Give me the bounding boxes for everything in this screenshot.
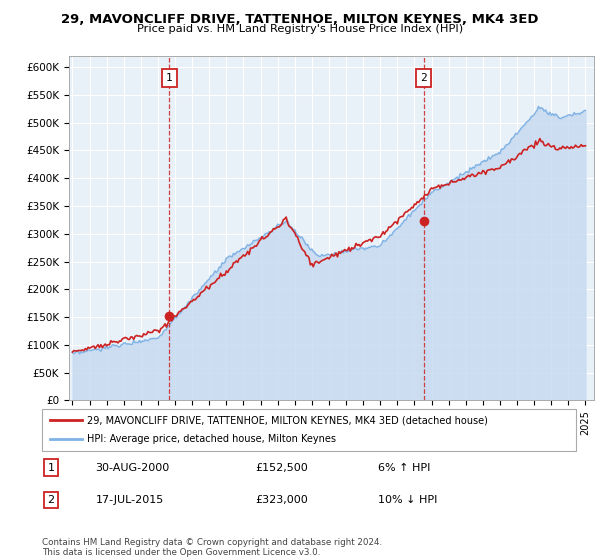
Text: 1: 1 <box>166 73 173 83</box>
Text: 2: 2 <box>420 73 427 83</box>
Text: 30-AUG-2000: 30-AUG-2000 <box>95 463 170 473</box>
Text: 2: 2 <box>47 495 55 505</box>
Text: 17-JUL-2015: 17-JUL-2015 <box>95 495 164 505</box>
Text: £323,000: £323,000 <box>256 495 308 505</box>
Text: £152,500: £152,500 <box>256 463 308 473</box>
Text: 10% ↓ HPI: 10% ↓ HPI <box>379 495 438 505</box>
Text: Contains HM Land Registry data © Crown copyright and database right 2024.
This d: Contains HM Land Registry data © Crown c… <box>42 538 382 557</box>
Text: 6% ↑ HPI: 6% ↑ HPI <box>379 463 431 473</box>
Text: HPI: Average price, detached house, Milton Keynes: HPI: Average price, detached house, Milt… <box>88 435 337 445</box>
Text: 29, MAVONCLIFF DRIVE, TATTENHOE, MILTON KEYNES, MK4 3ED: 29, MAVONCLIFF DRIVE, TATTENHOE, MILTON … <box>61 13 539 26</box>
Text: 29, MAVONCLIFF DRIVE, TATTENHOE, MILTON KEYNES, MK4 3ED (detached house): 29, MAVONCLIFF DRIVE, TATTENHOE, MILTON … <box>88 415 488 425</box>
Text: Price paid vs. HM Land Registry's House Price Index (HPI): Price paid vs. HM Land Registry's House … <box>137 24 463 34</box>
FancyBboxPatch shape <box>42 409 576 451</box>
Text: 1: 1 <box>47 463 55 473</box>
